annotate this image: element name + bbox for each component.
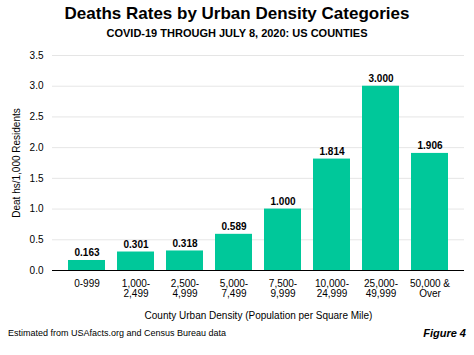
svg-text:1.906: 1.906: [417, 140, 442, 151]
svg-text:0.318: 0.318: [172, 238, 197, 249]
html-text:COVID-19 THROUGH JULY 8, 2020:: COVID-19 THROUGH JULY 8, 2020: US COUNTI…: [106, 27, 368, 39]
svg-text:1.0: 1.0: [30, 203, 44, 214]
svg-text:25,000-49,999: 25,000-49,999: [364, 278, 398, 299]
svg-text:3.000: 3.000: [368, 73, 393, 84]
svg-text:3.5: 3.5: [30, 50, 44, 61]
svg-text:7,500-9,999: 7,500-9,999: [269, 278, 297, 299]
html-text:Deaths Rates by Urban Density: Deaths Rates by Urban Density Categories: [64, 4, 410, 23]
svg-text:0.5: 0.5: [30, 234, 44, 245]
svg-text:2.5: 2.5: [30, 111, 44, 122]
svg-text:50,000 &Over: 50,000 &Over: [410, 278, 450, 299]
svg-text:0.0: 0.0: [30, 265, 44, 276]
svg-text:5,000-7,499: 5,000-7,499: [220, 278, 248, 299]
svg-text:0.589: 0.589: [221, 221, 246, 232]
svg-text:10,000-24,999: 10,000-24,999: [315, 278, 349, 299]
html-text:Estimated from USAfacts.org an: Estimated from USAfacts.org and Census B…: [8, 328, 227, 338]
svg-text:2,500-4,999: 2,500-4,999: [171, 278, 199, 299]
svg-text:1.5: 1.5: [30, 173, 44, 184]
svg-text:1,000-2,499: 1,000-2,499: [122, 278, 150, 299]
svg-text:1.814: 1.814: [319, 146, 344, 157]
svg-text:0.301: 0.301: [123, 239, 148, 250]
svg-text:County Urban Density (Populati: County Urban Density (Population per Squ…: [145, 310, 373, 321]
svg-text:1.000: 1.000: [270, 196, 295, 207]
svg-text:0.163: 0.163: [74, 247, 99, 258]
svg-text:2.0: 2.0: [30, 142, 44, 153]
svg-text:3.0: 3.0: [30, 80, 44, 91]
svg-text:0-999: 0-999: [74, 278, 100, 289]
html-text:Figure 4: Figure 4: [423, 327, 466, 339]
svg-text:Deat hs/1,000 Residents: Deat hs/1,000 Residents: [11, 108, 22, 218]
